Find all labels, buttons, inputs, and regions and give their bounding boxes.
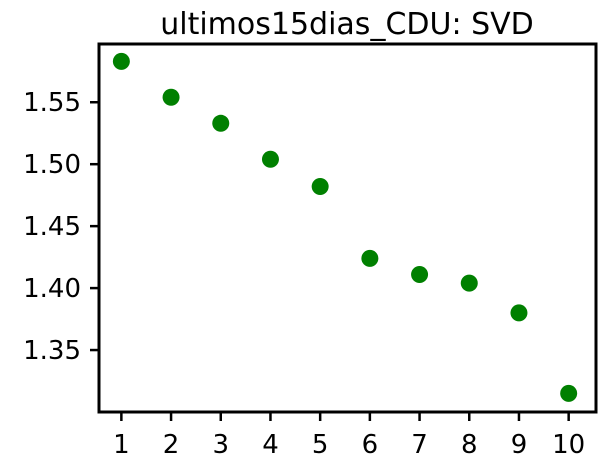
data-point xyxy=(261,150,279,168)
x-tick-label: 7 xyxy=(411,430,428,460)
data-point xyxy=(112,52,130,70)
x-tick-label: 4 xyxy=(262,430,279,460)
x-tick-label: 3 xyxy=(212,430,229,460)
x-tick-label: 10 xyxy=(552,430,585,460)
y-tick-label: 1.40 xyxy=(23,274,81,304)
chart-title: ultimos15dias_CDU: SVD xyxy=(160,7,534,42)
data-point xyxy=(460,274,478,292)
x-tick-label: 1 xyxy=(113,430,130,460)
data-point xyxy=(311,177,329,195)
data-point xyxy=(162,88,180,106)
data-point xyxy=(212,114,230,132)
axes-frame xyxy=(97,42,598,414)
x-tick-label: 9 xyxy=(511,430,528,460)
x-tick-label: 2 xyxy=(163,430,180,460)
y-tick-label: 1.50 xyxy=(23,150,81,180)
y-tick-label: 1.35 xyxy=(23,336,81,366)
x-tick-label: 8 xyxy=(461,430,478,460)
x-tick-label: 5 xyxy=(312,430,329,460)
y-tick-label: 1.55 xyxy=(23,88,81,118)
data-point xyxy=(560,384,578,402)
axis-ticks: 1 2 3 4 5 6 7 8 9 10 1.35 1.40 1.45 1.50 1.55 xyxy=(23,88,585,460)
x-tick-label: 6 xyxy=(362,430,379,460)
data-point xyxy=(411,265,429,283)
data-points xyxy=(112,52,578,402)
data-point xyxy=(361,249,379,267)
y-tick-label: 1.45 xyxy=(23,212,81,242)
data-point xyxy=(510,304,528,322)
